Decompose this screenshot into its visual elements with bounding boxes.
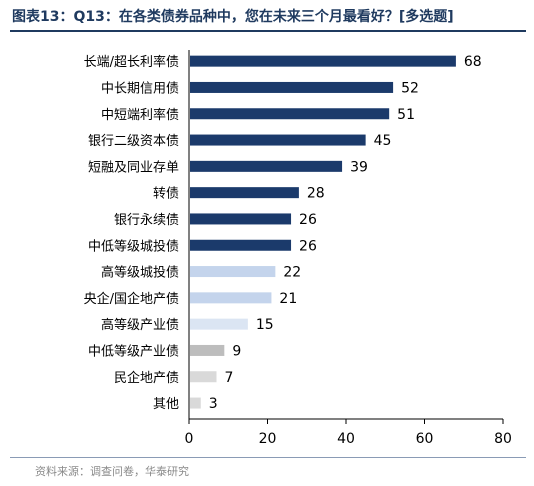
bars: [190, 55, 456, 409]
bar: [190, 160, 343, 172]
x-axis-ticks: 0 20 40 60 80: [185, 419, 512, 447]
category-label: 中短端利率债: [101, 107, 179, 123]
bar: [190, 108, 390, 120]
bar: [190, 239, 292, 251]
category-label: 中长期信用债: [101, 81, 179, 96]
data-labels: 68 52 51 45 39 28 26 26 22 21 15 9 73: [209, 54, 482, 412]
data-label: 15: [256, 317, 274, 333]
data-label: 7: [224, 370, 233, 386]
data-label: 28: [307, 186, 325, 202]
category-label: 转债: [153, 187, 179, 202]
data-label: 39: [350, 159, 368, 175]
data-label: 68: [464, 54, 482, 70]
data-label: 45: [374, 133, 392, 149]
data-label: 3: [209, 396, 218, 412]
data-label: 21: [279, 291, 297, 307]
category-label: 其他: [153, 397, 179, 412]
category-label: 中低等级产业债: [88, 343, 179, 359]
bar: [190, 318, 248, 330]
x-tick-label: 80: [494, 431, 512, 447]
bar: [190, 371, 217, 383]
bar: [190, 397, 201, 409]
bar: [190, 213, 292, 225]
category-label: 短融及同业存单: [88, 160, 179, 175]
category-label: 高等级产业债: [101, 317, 179, 333]
x-tick-label: 60: [416, 431, 434, 447]
bar: [190, 344, 225, 356]
bar: [190, 292, 272, 304]
source-divider: [10, 457, 526, 458]
category-label: 中低等级城投债: [88, 238, 179, 254]
category-label: 银行二级资本债: [88, 134, 179, 149]
x-tick-label: 0: [185, 431, 194, 447]
figure-title: 图表13：Q13：在各类债券品种中，您在未来三个月最看好？[多选题]: [12, 9, 454, 25]
category-label: 高等级城投债: [101, 265, 179, 281]
data-label: 52: [401, 80, 419, 96]
x-tick-label: 20: [259, 431, 277, 447]
data-label: 26: [299, 212, 317, 228]
category-label: 央企/国企地产债: [84, 291, 179, 307]
data-label: 9: [232, 343, 241, 359]
bar: [190, 134, 366, 146]
title-underline: [10, 30, 526, 32]
bar: [190, 266, 276, 278]
bar: [190, 187, 299, 199]
category-label: 长端/超长利率债: [84, 54, 179, 70]
category-labels: 长端/超长利率债中长期信用债中短端利率债银行二级资本债短融及同业存单转债银行永续…: [84, 54, 179, 412]
x-tick-label: 40: [337, 431, 355, 447]
source-note: 资料来源：调查问卷，华泰研究: [35, 465, 189, 478]
bar: [190, 81, 394, 93]
data-label: 51: [397, 107, 415, 123]
data-label: 22: [283, 265, 301, 281]
category-label: 民企地产债: [114, 370, 179, 386]
category-label: 银行永续债: [114, 213, 179, 228]
bar: [190, 55, 456, 67]
data-label: 26: [299, 238, 317, 254]
